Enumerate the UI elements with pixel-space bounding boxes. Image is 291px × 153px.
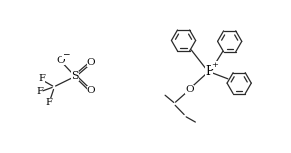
Text: O: O xyxy=(87,58,95,67)
Text: O: O xyxy=(87,86,95,95)
Text: O: O xyxy=(56,56,65,65)
Text: F: F xyxy=(38,74,45,83)
Text: P: P xyxy=(205,65,213,78)
Text: S: S xyxy=(71,71,79,81)
Text: F: F xyxy=(45,98,52,107)
Text: +: + xyxy=(211,61,218,69)
Text: −: − xyxy=(62,50,70,58)
Text: F: F xyxy=(36,87,43,96)
Text: O: O xyxy=(185,85,194,94)
